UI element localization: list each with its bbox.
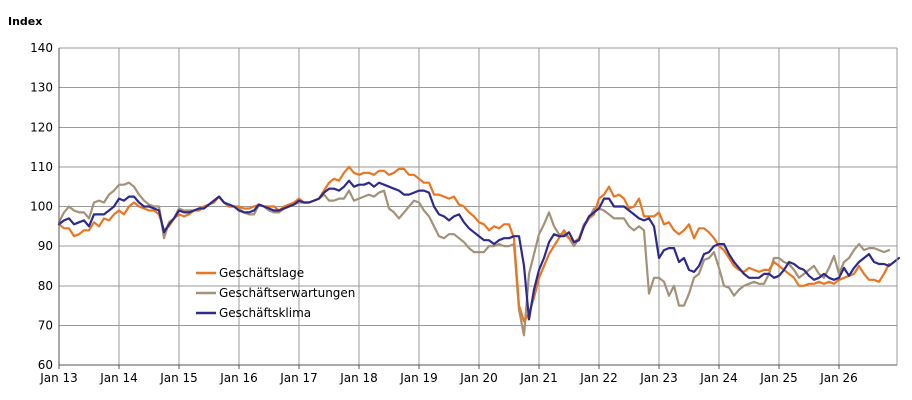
legend-label: Geschäftslage <box>219 266 304 280</box>
axes <box>58 48 898 369</box>
y-tick-label: 110 <box>30 160 53 174</box>
y-tick-label: 60 <box>38 358 53 372</box>
series-lines <box>57 165 901 337</box>
x-tick-labels: Jan 13 Jan 14 Jan 15 Jan 16 Jan 17 Jan 18 Jan … <box>39 371 858 385</box>
legend: Geschäftslage Geschäftserwartungen Geschäf… <box>196 266 355 320</box>
x-tick-label: Jan 25 <box>759 371 798 385</box>
x-tick-label: Jan 20 <box>459 371 498 385</box>
x-tick-label: Jan 24 <box>699 371 738 385</box>
y-tick-labels: 60 70 80 90 100 110 120 130 140 <box>30 41 53 372</box>
x-tick-label: Jan 21 <box>519 371 558 385</box>
y-tick-label: 140 <box>30 41 53 55</box>
grid-lines <box>58 47 897 366</box>
x-tick-label: Jan 22 <box>579 371 618 385</box>
x-tick-label: Jan 15 <box>159 371 198 385</box>
series-line-geschaeftserwartungen <box>57 181 891 337</box>
legend-item-geschaeftserwartungen: Geschäftserwartungen <box>196 286 355 300</box>
legend-item-geschaeftslage: Geschäftslage <box>196 266 304 280</box>
y-tick-label: 90 <box>38 239 53 253</box>
x-tick-label: Jan 19 <box>399 371 438 385</box>
series-line-geschaeftslage <box>57 165 891 323</box>
x-tick-label: Jan 18 <box>339 371 378 385</box>
y-tick-label: 80 <box>38 279 53 293</box>
y-tick-label: 100 <box>30 200 53 214</box>
legend-label: Geschäftsklima <box>219 306 311 320</box>
y-tick-label: 130 <box>30 81 53 95</box>
y-tick-label: 70 <box>38 318 53 332</box>
legend-label: Geschäftserwartungen <box>219 286 355 300</box>
x-tick-label: Jan 13 <box>39 371 78 385</box>
x-tick-label: Jan 26 <box>819 371 858 385</box>
x-tick-label: Jan 16 <box>219 371 258 385</box>
x-tick-label: Jan 17 <box>279 371 318 385</box>
x-tick-label: Jan 23 <box>639 371 678 385</box>
series-line-geschaeftsklima <box>57 179 901 321</box>
legend-item-geschaeftsklima: Geschäftsklima <box>196 306 311 320</box>
x-tick-label: Jan 14 <box>99 371 138 385</box>
y-axis-title: Index <box>8 15 42 28</box>
y-tick-label: 120 <box>30 120 53 134</box>
